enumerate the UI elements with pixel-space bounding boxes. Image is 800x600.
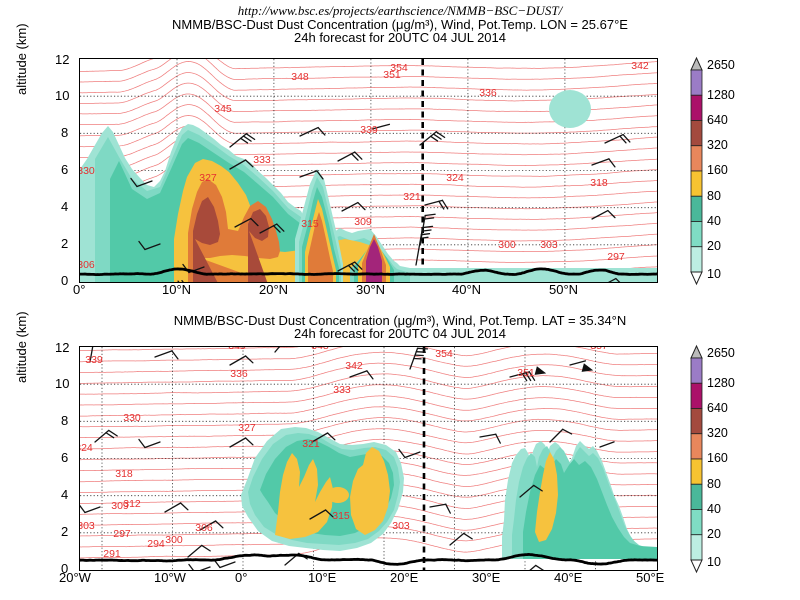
svg-text:306: 306: [80, 259, 95, 271]
svg-text:20: 20: [707, 527, 721, 541]
svg-text:2650: 2650: [707, 346, 735, 360]
svg-text:327: 327: [238, 422, 256, 434]
svg-text:10: 10: [707, 267, 721, 281]
svg-text:348: 348: [291, 71, 309, 83]
svg-text:80: 80: [707, 189, 721, 203]
svg-text:40: 40: [707, 214, 721, 228]
svg-text:297: 297: [113, 528, 131, 540]
svg-text:354: 354: [390, 62, 408, 74]
svg-text:351: 351: [517, 367, 535, 379]
svg-text:300: 300: [498, 239, 516, 251]
svg-text:1280: 1280: [707, 376, 735, 390]
svg-text:306: 306: [195, 522, 213, 534]
svg-text:324: 324: [80, 442, 93, 454]
svg-text:80: 80: [707, 477, 721, 491]
svg-text:320: 320: [707, 426, 728, 440]
svg-text:327: 327: [199, 172, 217, 184]
svg-text:300: 300: [165, 534, 183, 546]
svg-text:160: 160: [707, 163, 728, 177]
svg-text:357: 357: [590, 347, 608, 352]
svg-text:294: 294: [147, 538, 165, 550]
svg-text:342: 342: [631, 60, 649, 72]
svg-text:345: 345: [214, 103, 232, 115]
svg-text:354: 354: [435, 348, 453, 360]
svg-text:339: 339: [360, 124, 378, 136]
svg-text:348: 348: [311, 347, 329, 352]
svg-text:330: 330: [80, 165, 95, 177]
svg-text:321: 321: [403, 191, 421, 203]
svg-text:1280: 1280: [707, 88, 735, 102]
svg-text:303: 303: [392, 520, 410, 532]
svg-text:342: 342: [345, 360, 363, 372]
svg-text:333: 333: [253, 154, 271, 166]
svg-text:20: 20: [707, 239, 721, 253]
svg-text:640: 640: [707, 401, 728, 415]
svg-text:160: 160: [707, 451, 728, 465]
svg-text:10: 10: [707, 555, 721, 569]
svg-text:309: 309: [111, 500, 129, 512]
svg-text:297: 297: [607, 251, 625, 263]
svg-text:315: 315: [332, 510, 350, 522]
svg-text:640: 640: [707, 113, 728, 127]
svg-text:345: 345: [228, 347, 246, 352]
svg-text:303: 303: [540, 239, 558, 251]
svg-text:336: 336: [230, 368, 248, 380]
svg-text:318: 318: [590, 177, 608, 189]
svg-text:321: 321: [302, 438, 320, 450]
svg-text:40: 40: [707, 502, 721, 516]
svg-text:336: 336: [479, 87, 497, 99]
svg-text:333: 333: [333, 384, 351, 396]
svg-text:320: 320: [707, 138, 728, 152]
svg-text:315: 315: [301, 218, 319, 230]
svg-text:324: 324: [446, 172, 464, 184]
svg-text:339: 339: [85, 354, 103, 366]
svg-text:318: 318: [115, 468, 133, 480]
svg-text:291: 291: [103, 548, 121, 560]
svg-text:330: 330: [123, 412, 141, 424]
svg-text:303: 303: [80, 520, 95, 532]
svg-text:2650: 2650: [707, 58, 735, 72]
svg-text:309: 309: [354, 216, 372, 228]
